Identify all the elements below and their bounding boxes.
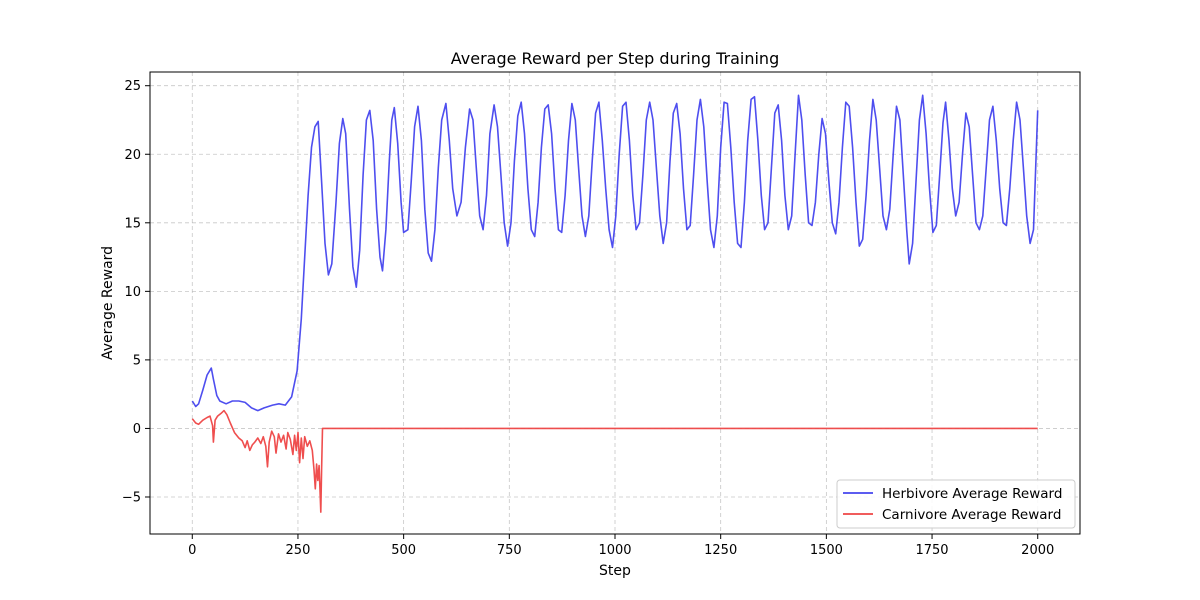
y-tick-label: 10 xyxy=(124,285,141,300)
y-tick-label: 20 xyxy=(124,148,141,163)
x-tick-label: 1250 xyxy=(704,543,737,558)
x-tick-label: 1000 xyxy=(598,543,631,558)
y-tick-label: 15 xyxy=(124,216,141,231)
x-tick-label: 0 xyxy=(188,543,196,558)
chart-title: Average Reward per Step during Training xyxy=(451,49,779,68)
series-line-carnivore xyxy=(191,409,1038,513)
y-tick-label: 0 xyxy=(133,422,141,437)
y-tick-label: 5 xyxy=(133,353,141,368)
series-layer xyxy=(191,94,1039,513)
x-tick-label: 1750 xyxy=(915,543,948,558)
x-tick-label: 1500 xyxy=(810,543,843,558)
y-tick-label: 25 xyxy=(124,79,141,94)
y-tick-label: −5 xyxy=(122,490,141,505)
legend-box xyxy=(836,479,1076,529)
y-axis-title: Average Reward xyxy=(100,246,116,360)
x-tick-label: 250 xyxy=(286,543,311,558)
legend-label-herbivore: Herbivore Average Reward xyxy=(882,486,1062,502)
x-tick-label: 500 xyxy=(391,543,416,558)
x-tick-label: 750 xyxy=(497,543,522,558)
series-line-herbivore xyxy=(191,94,1039,412)
legend: Herbivore Average Reward Carnivore Avera… xyxy=(836,479,1076,529)
legend-label-carnivore: Carnivore Average Reward xyxy=(882,507,1061,523)
x-tick-label: 2000 xyxy=(1021,543,1054,558)
ticks: 0 250 500 750 1000 1250 1500 1750 2000 −5 0 5 10 15 20… xyxy=(122,79,1054,558)
x-axis-title: Step xyxy=(599,563,631,579)
